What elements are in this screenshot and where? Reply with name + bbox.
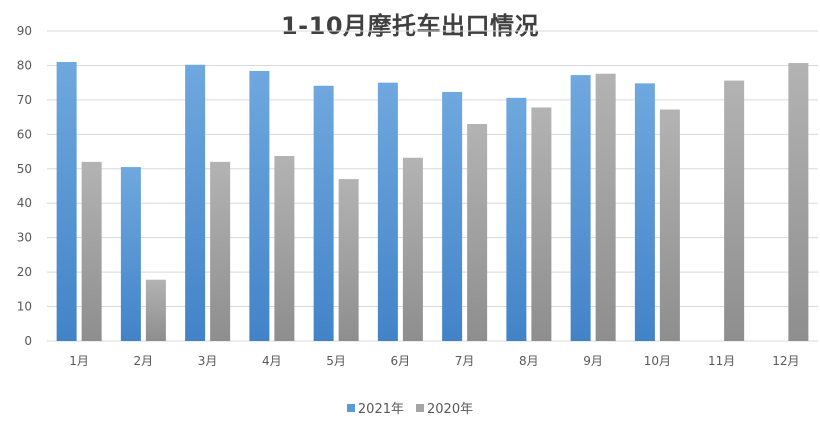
legend-swatch: [416, 404, 424, 412]
x-tick-label: 2月: [134, 354, 154, 368]
x-tick-label: 4月: [262, 354, 282, 368]
y-tick-label: 30: [17, 231, 32, 245]
bar-4月-2021年: [249, 70, 270, 342]
bar-2月-2021年: [120, 167, 141, 341]
bar-12月-2020年: [788, 63, 809, 341]
legend-label: 2020年: [427, 402, 474, 417]
bar-1月-2021年: [56, 62, 77, 341]
x-tick-label: 10月: [644, 354, 671, 368]
x-tick-label: 12月: [772, 354, 799, 368]
bar-7月-2021年: [442, 91, 463, 341]
bar-3月-2020年: [210, 161, 231, 341]
x-tick-label: 11月: [708, 354, 735, 368]
x-tick-label: 9月: [583, 354, 603, 368]
bar-9月-2020年: [595, 73, 616, 342]
bar-7月-2020年: [467, 124, 488, 341]
x-tick-label: 7月: [455, 354, 475, 368]
legend-item: 2020年: [416, 398, 473, 417]
y-tick-label: 50: [17, 162, 32, 176]
bar-8月-2020年: [531, 107, 552, 341]
bar-8月-2021年: [506, 97, 527, 341]
bar-4月-2020年: [274, 156, 295, 341]
bar-6月-2020年: [402, 157, 423, 341]
y-tick-label: 90: [17, 24, 32, 38]
x-tick-label: 3月: [198, 354, 218, 368]
y-tick-label: 70: [17, 93, 32, 107]
bar-3月-2021年: [185, 64, 206, 341]
y-tick-label: 80: [17, 58, 32, 72]
y-tick-label: 20: [17, 265, 32, 279]
x-tick-label: 5月: [326, 354, 346, 368]
legend-label: 2021年: [357, 402, 404, 417]
bar-5月-2020年: [338, 179, 359, 341]
bar-10月-2021年: [634, 83, 655, 342]
y-tick-label: 40: [17, 196, 32, 210]
y-tick-label: 0: [24, 334, 32, 348]
y-tick-label: 60: [17, 127, 32, 141]
bar-2月-2020年: [145, 279, 166, 341]
y-tick-label: 10: [17, 300, 32, 314]
bar-11月-2020年: [724, 80, 745, 341]
bar-5月-2021年: [313, 85, 334, 342]
chart-title: 1-10月摩托车出口情况: [280, 12, 540, 40]
legend-item: 2021年: [346, 398, 404, 417]
x-tick-label: 6月: [391, 354, 411, 368]
legend-swatch: [346, 404, 355, 412]
legend: 2021年 2020年: [0, 398, 820, 417]
bar-1月-2020年: [81, 161, 102, 341]
bar-9月-2021年: [570, 75, 591, 341]
bar-6月-2021年: [377, 82, 398, 342]
x-tick-label: 1月: [69, 354, 89, 368]
x-tick-label: 8月: [519, 354, 539, 368]
bar-10月-2020年: [659, 109, 680, 341]
